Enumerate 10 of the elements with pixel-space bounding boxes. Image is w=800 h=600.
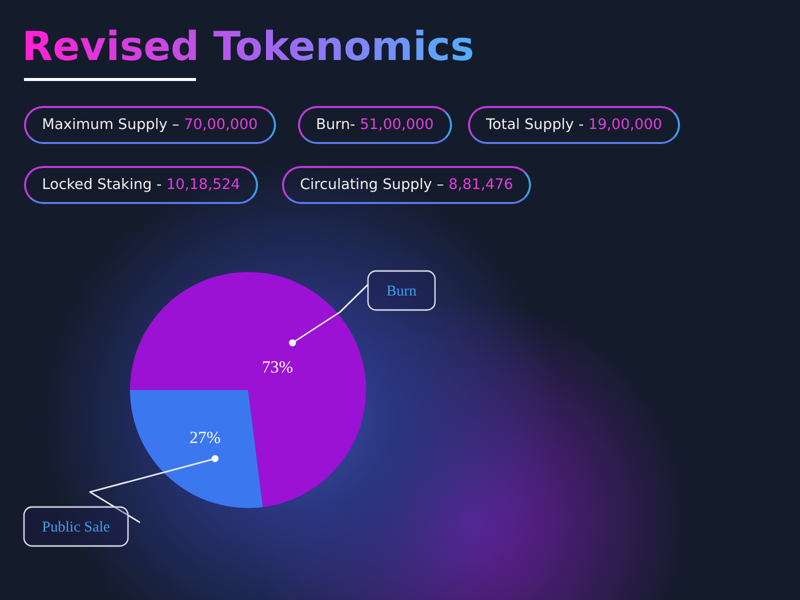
text: Burn- 51,00,000 [316,117,434,133]
data-label: 73% [262,357,294,376]
text: Total Supply - 19,00,000 [486,117,662,133]
text: Locked Staking - 10,18,524 [42,177,240,193]
slice-label: Burn [386,283,417,300]
text: Circulating Supply – 8,81,476 [300,177,514,193]
text: Maximum Supply – 70,00,000 [42,117,258,133]
slice-label: Public Sale [42,519,110,536]
data-label: 27% [189,428,221,448]
chart-title: Revised Tokenomics [22,24,474,70]
